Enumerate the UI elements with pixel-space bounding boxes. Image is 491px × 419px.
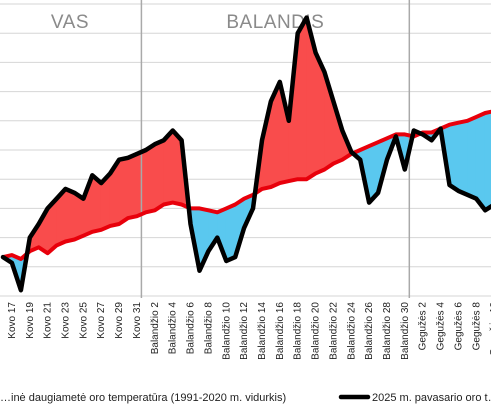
x-tick-label: Kovo 25: [78, 302, 89, 339]
x-tick-labels: Kovo 17 Kovo 19 Kovo 21 Kovo 23 Kovo 25 Kovo …: [7, 302, 491, 360]
legend-label-actual: 2025 m. pavasario oro t…: [372, 392, 491, 404]
fill-below-average: [475, 112, 486, 212]
x-tick-label: Balandžio 6: [186, 302, 197, 355]
x-tick-label: Balandžio 20: [311, 302, 322, 360]
month-labels: VAS BALANDIS: [51, 12, 324, 33]
fill-below-average: [467, 116, 477, 200]
month-label: VAS: [51, 12, 89, 33]
grid-lines: [0, 3, 491, 297]
x-tick-label: Balandžio 30: [400, 302, 411, 360]
x-tick-label: Balandžio 16: [275, 302, 286, 360]
x-tick-label: Kovo 23: [61, 302, 72, 339]
x-tick-label: Balandžio 10: [221, 302, 232, 360]
x-tick-label: Balandžio 8: [203, 302, 214, 355]
series-lines: [0, 15, 491, 293]
fill-above-average: [65, 188, 75, 242]
difference-fills: [2, 16, 491, 291]
fill-above-average: [127, 153, 138, 219]
x-tick-label: Balandžio 24: [346, 302, 357, 360]
x-tick-label: Balandžio 26: [364, 302, 375, 360]
x-tick-label: Balandžio 2: [150, 302, 161, 355]
fill-above-average: [154, 139, 165, 211]
x-tick-label: Balandžio 14: [257, 302, 268, 360]
fill-above-average: [145, 143, 156, 213]
actual-temperature-line: [0, 15, 491, 293]
x-tick-label: Gegužės 10: [489, 302, 491, 356]
x-tick-label: Kovo 17: [7, 302, 18, 339]
x-tick-label: Balandžio 28: [382, 302, 393, 360]
x-tick-label: Kovo 27: [96, 302, 107, 339]
x-tick-label: Gegužės 4: [436, 302, 447, 351]
fill-above-average: [118, 157, 129, 225]
fill-below-average: [484, 111, 491, 211]
x-tick-label: Gegužės 2: [418, 302, 429, 351]
x-tick-label: Kovo 31: [132, 302, 143, 339]
x-tick-label: Kovo 19: [25, 302, 36, 339]
legend: …inė daugiametė oro temperatūra (1991-20…: [0, 392, 491, 404]
legend-label-average: …inė daugiametė oro temperatūra (1991-20…: [0, 392, 286, 404]
x-tick-label: Balandžio 12: [239, 302, 250, 360]
x-tick-label: Kovo 29: [114, 302, 125, 339]
fill-below-average: [225, 204, 236, 262]
x-tick-label: Balandžio 18: [293, 302, 304, 360]
x-tick-label: Gegužės 6: [453, 302, 464, 351]
x-tick-label: Gegužės 8: [471, 302, 482, 351]
x-tick-label: Balandžio 4: [168, 302, 179, 355]
x-tick-label: Kovo 21: [43, 302, 54, 339]
fill-below-average: [458, 120, 468, 196]
x-tick-label: Balandžio 22: [328, 302, 339, 360]
